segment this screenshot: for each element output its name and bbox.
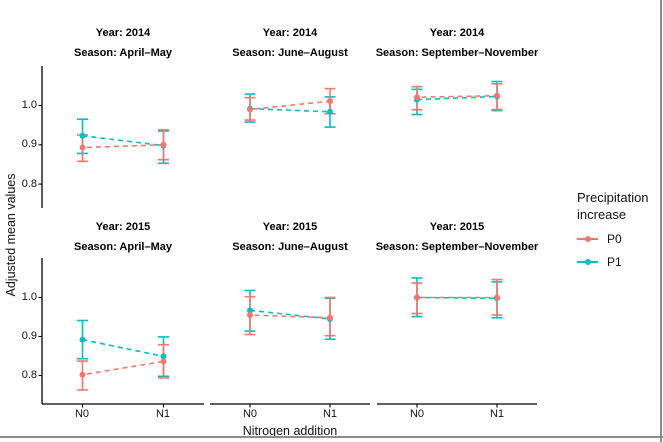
p1-key-icon bbox=[577, 255, 598, 269]
facet-2-season-label: Season: September–November bbox=[375, 47, 539, 59]
y-tick-label: 1.0 bbox=[21, 291, 37, 303]
facet-4-year-label: Year: 2015 bbox=[262, 221, 318, 233]
facet-4-season-label: Season: June–August bbox=[232, 241, 348, 253]
frame-bottom-border bbox=[0, 436, 663, 438]
y-axis-title: Adjusted mean values bbox=[4, 173, 18, 297]
x-tick-label: N0 bbox=[74, 408, 90, 420]
legend: Precipitation increase P0 P1 bbox=[577, 189, 663, 269]
x-tick-label: N1 bbox=[489, 408, 505, 420]
p0-key-icon bbox=[577, 232, 598, 246]
legend-label-p1: P1 bbox=[607, 255, 622, 269]
facet-strip-4: Year: 2015 Season: June–August bbox=[190, 220, 390, 254]
legend-title: Precipitation increase bbox=[577, 190, 649, 222]
x-tick-label: N0 bbox=[242, 408, 258, 420]
facet-1-season-label: Season: June–August bbox=[232, 47, 348, 59]
x-tick-label: N1 bbox=[155, 408, 171, 420]
facet-strip-1: Year: 2014 Season: June–August bbox=[190, 26, 390, 60]
facet-strip-0: Year: 2014 Season: April–May bbox=[23, 26, 223, 60]
facet-5-season-label: Season: September–November bbox=[375, 241, 539, 253]
facet-0-year-label: Year: 2014 bbox=[95, 27, 151, 39]
facet-2-year-label: Year: 2014 bbox=[429, 27, 485, 39]
legend-entry-p0: P0 bbox=[577, 232, 663, 246]
facet-3-season-label: Season: April–May bbox=[73, 241, 172, 253]
y-tick-label: 1.0 bbox=[21, 99, 37, 111]
y-tick-label: 0.8 bbox=[21, 178, 37, 190]
facet-strip-5: Year: 2015 Season: September–November bbox=[357, 220, 557, 254]
legend-label-p0: P0 bbox=[607, 232, 622, 246]
x-tick-label: N1 bbox=[322, 408, 338, 420]
y-tick-label: 0.9 bbox=[21, 330, 37, 342]
legend-entry-p1: P1 bbox=[577, 255, 663, 269]
x-tick-label: N0 bbox=[409, 408, 425, 420]
facet-1-year-label: Year: 2014 bbox=[262, 27, 318, 39]
facet-5-year-label: Year: 2015 bbox=[429, 221, 485, 233]
facet-strip-3: Year: 2015 Season: April–May bbox=[23, 220, 223, 254]
facet-strip-2: Year: 2014 Season: September–November bbox=[357, 26, 557, 60]
x-axis-title: Nitrogen addition bbox=[242, 424, 338, 438]
y-tick-label: 0.9 bbox=[21, 138, 37, 150]
facet-3-year-label: Year: 2015 bbox=[95, 221, 151, 233]
y-tick-label: 0.8 bbox=[21, 369, 37, 381]
frame-right-border bbox=[660, 0, 662, 442]
facet-0-season-label: Season: April–May bbox=[73, 47, 172, 59]
